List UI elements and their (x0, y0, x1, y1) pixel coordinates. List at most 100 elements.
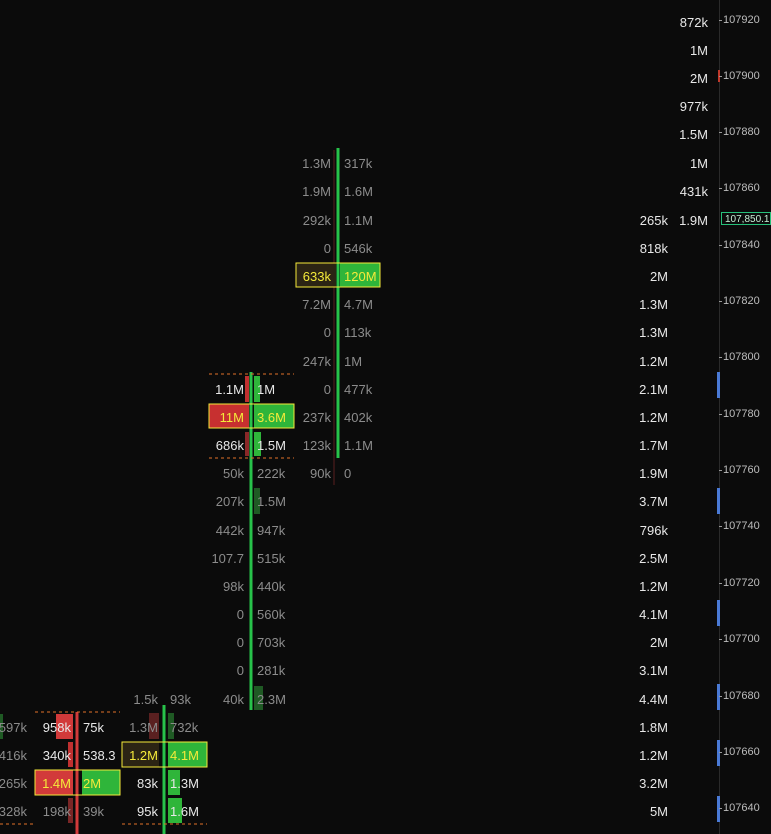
ask-volume: 1.3M (170, 776, 199, 791)
bid-volume: 1.4M (42, 776, 71, 791)
bid-volume: 40k (223, 692, 244, 707)
ask-volume: 1.6M (344, 184, 373, 199)
profile-volume: 818k (639, 241, 668, 256)
axis-tick (719, 76, 722, 77)
profile-volume: 1.9M (679, 213, 708, 228)
cell-ask (340, 263, 380, 287)
bid-volume: 1.3M (129, 720, 158, 735)
cell-bid (68, 798, 73, 823)
ask-volume: 2.3M (257, 692, 286, 707)
bid-volume: 1.2M (129, 748, 158, 763)
ask-volume: 1.5M (257, 494, 286, 509)
axis-tick (719, 583, 722, 584)
bid-volume: 247k (302, 354, 331, 369)
price-label: 107760 (723, 464, 760, 476)
bid-volume: 1.3M (302, 156, 331, 171)
ask-volume: 113k (344, 325, 372, 340)
ask-volume: 1.5M (257, 438, 286, 453)
volume-bar (717, 600, 720, 626)
poc-box (34, 769, 121, 796)
profile-volume: 1.7M (639, 438, 668, 453)
volume-bar (717, 796, 720, 822)
profile-volume: 3.1M (639, 663, 668, 678)
profile-volume: 4.1M (639, 607, 668, 622)
volume-bar (717, 684, 720, 710)
cell-ask (168, 713, 174, 739)
cell-bid (56, 714, 73, 739)
bid-volume: 686k (215, 438, 244, 453)
axis-tick (719, 188, 722, 189)
cell-ask (0, 714, 3, 739)
bid-volume: 1.5k (133, 692, 158, 707)
cell-bid (209, 404, 249, 428)
ask-volume: 120M (344, 269, 377, 284)
bid-volume: 328k (0, 804, 27, 819)
bid-volume: 0 (236, 663, 244, 678)
cell-ask (168, 770, 180, 795)
profile-volume: 265k (639, 213, 668, 228)
bid-volume: 340k (42, 748, 71, 763)
ask-volume: 281k (257, 663, 286, 678)
profile-volume: 2M (649, 269, 668, 284)
ask-volume: 317k (344, 156, 373, 171)
ask-volume: 3.6M (257, 410, 286, 425)
axis-tick (719, 301, 722, 302)
bid-volume: 107.7 (211, 551, 244, 566)
price-label: 107880 (723, 126, 760, 138)
cell-bid (149, 713, 159, 739)
bid-volume: 0 (323, 382, 331, 397)
axis-tick (719, 470, 722, 471)
ask-volume: 1.1M (344, 438, 373, 453)
cell-ask (168, 798, 182, 823)
ask-volume: 560k (257, 607, 286, 622)
ask-volume: 222k (257, 466, 286, 481)
axis-tick (719, 20, 722, 21)
cell-ask (254, 686, 263, 710)
profile-volume: 1.2M (639, 410, 668, 425)
ask-volume: 93k (170, 692, 191, 707)
bid-volume: 416k (0, 748, 27, 763)
price-label: 107820 (723, 295, 760, 307)
bid-volume: 83k (137, 776, 158, 791)
bid-volume: 198k (42, 804, 71, 819)
bid-volume: 265k (0, 776, 27, 791)
profile-volume: 1M (689, 156, 708, 171)
profile-volume: 2.1M (639, 382, 668, 397)
price-label: 107740 (723, 520, 760, 532)
volume-bar (717, 740, 720, 766)
profile-volume: 3.2M (639, 776, 668, 791)
bid-volume: 0 (236, 607, 244, 622)
profile-volume: 2M (649, 635, 668, 650)
price-label: 107780 (723, 408, 760, 420)
cell-ask (254, 376, 260, 402)
ask-volume: 0 (344, 466, 352, 481)
profile-volume: 1.3M (639, 325, 668, 340)
profile-volume: 1.9M (639, 466, 668, 481)
price-label: 107920 (723, 14, 760, 26)
profile-volume: 796k (639, 523, 668, 538)
ask-volume: 4.7M (344, 297, 373, 312)
ask-volume: 515k (257, 551, 286, 566)
bid-volume: 11M (219, 410, 244, 425)
poc-box (208, 403, 295, 429)
profile-volume: 1M (689, 43, 708, 58)
price-axis[interactable] (719, 0, 720, 834)
price-label: 107660 (723, 746, 760, 758)
bid-volume: 90k (310, 466, 331, 481)
price-label: 107800 (723, 351, 760, 363)
cell-bid (35, 770, 73, 795)
profile-volume: 1.2M (639, 748, 668, 763)
ask-volume: 2M (83, 776, 102, 791)
bid-volume: 442k (215, 523, 244, 538)
cell-bid (245, 376, 249, 402)
profile-volume: 1.3M (639, 297, 668, 312)
price-label: 107900 (723, 70, 760, 82)
bid-volume: 50k (223, 466, 244, 481)
axis-tick (719, 414, 722, 415)
bid-volume: 597k (0, 720, 27, 735)
bid-volume: 633k (302, 269, 331, 284)
cell-bid (122, 742, 159, 767)
cell-ask (254, 432, 261, 456)
profile-volume: 1.5M (679, 127, 708, 142)
